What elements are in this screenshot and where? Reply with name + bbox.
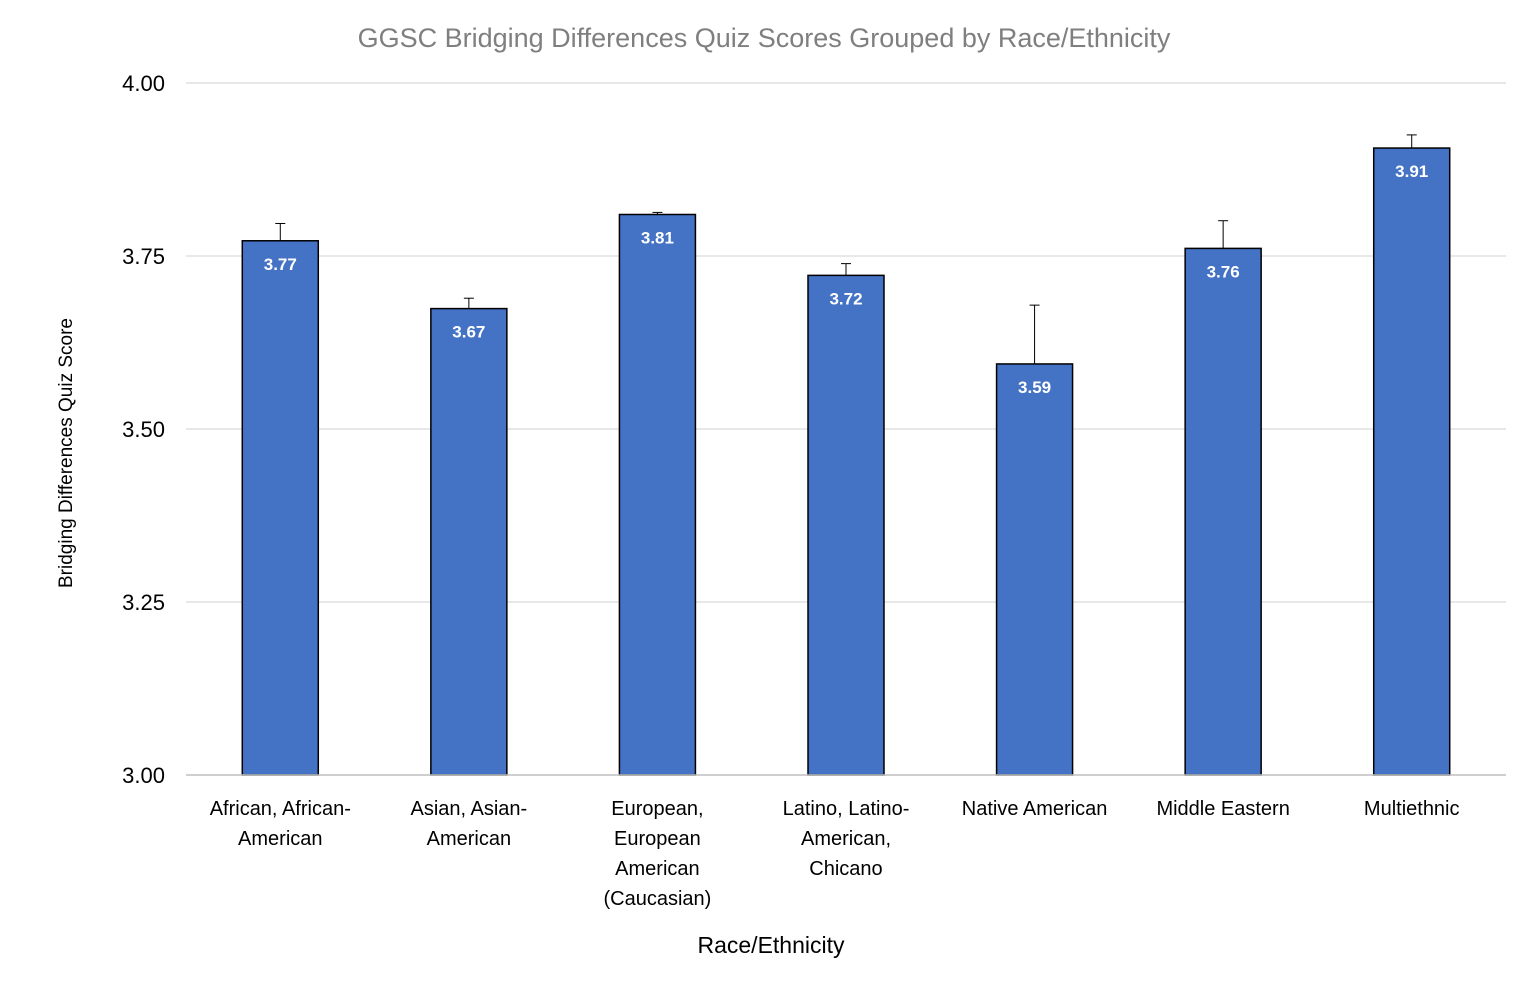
x-tick-label: Native American [962,798,1108,820]
bar [241,240,320,776]
x-tick-label: (Caucasian) [604,888,712,910]
data-label: 3.76 [1207,262,1240,281]
x-tick-label: Asian, Asian- [410,798,527,820]
y-tick-label: 3.00 [122,763,165,788]
data-label: 3.72 [829,289,862,308]
x-tick-label: European [614,828,701,850]
y-tick-label: 3.50 [122,417,165,442]
x-axis-categories: African, African- American Asian, Asian- Am… [210,798,1460,910]
x-tick-label: Latino, Latino- [783,798,910,820]
y-tick-label: 3.25 [122,590,165,615]
bar [807,274,885,776]
x-tick-label: American, [801,828,891,850]
y-tick-label: 3.75 [122,244,165,269]
bar [995,363,1074,776]
x-tick-label: American [238,828,322,850]
y-axis-ticks: 3.00 3.25 3.50 3.75 4.00 [122,71,165,788]
bars: 3.77 3.67 3.81 3.72 3.59 3.76 3.91 [241,134,1451,776]
x-tick-label: American [615,858,699,880]
data-label: 3.59 [1018,378,1051,397]
bar [1184,247,1262,776]
x-tick-label: Chicano [809,858,882,880]
x-tick-label: Middle Eastern [1156,798,1289,820]
chart-title: GGSC Bridging Differences Quiz Scores Gr… [358,23,1171,53]
x-axis-title: Race/Ethnicity [697,932,845,958]
x-tick-label: Multiethnic [1364,798,1460,820]
x-tick-label: African, African- [210,798,351,820]
bar [1372,147,1451,776]
x-tick-label: European, [611,798,703,820]
y-tick-label: 4.00 [122,71,165,96]
bar [618,213,697,776]
data-label: 3.91 [1395,162,1428,181]
x-tick-label: American [427,828,511,850]
bar [430,307,508,776]
data-label: 3.77 [264,255,297,274]
data-label: 3.67 [452,323,485,342]
data-label: 3.81 [641,228,674,247]
y-axis-title: Bridging Differences Quiz Score [56,318,77,588]
